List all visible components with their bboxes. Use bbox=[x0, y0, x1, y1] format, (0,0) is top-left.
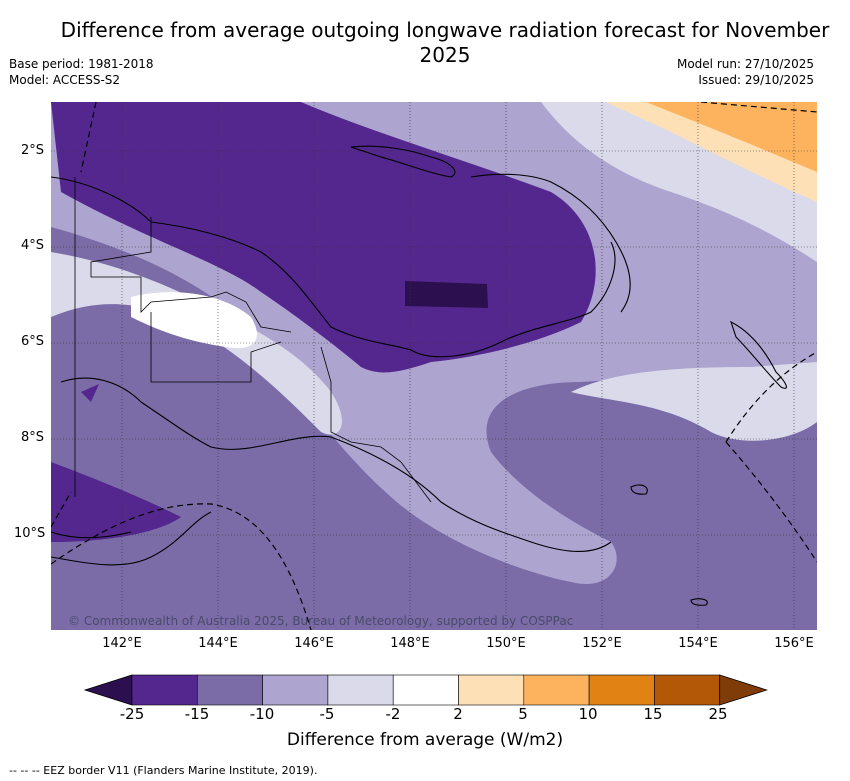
lon-label-148e: 148°E bbox=[390, 636, 430, 651]
lat-label-4s: 4°S bbox=[20, 238, 44, 253]
cbar-tick-8: 15 bbox=[643, 705, 663, 723]
band-orange bbox=[646, 102, 817, 172]
band-dark-purple-spot bbox=[81, 384, 99, 402]
lat-label-2s: 2°S bbox=[20, 143, 44, 158]
province-borders bbox=[74, 177, 432, 503]
lon-label-146e: 146°E bbox=[294, 636, 334, 651]
model-name: Model: ACCESS-S2 bbox=[9, 73, 121, 87]
lon-label-150e: 150°E bbox=[486, 636, 526, 651]
eez-footnote: -- -- -- EEZ border V11 (Flanders Marine… bbox=[9, 764, 318, 777]
lat-label-10s: 10°S bbox=[14, 526, 46, 541]
cbar-tick-7: 10 bbox=[578, 705, 598, 723]
lon-label-152e: 152°E bbox=[582, 636, 622, 651]
band-darkest-patch bbox=[405, 281, 488, 308]
cbar-tick-2: -10 bbox=[249, 705, 275, 723]
band-pale-west bbox=[51, 252, 342, 435]
cbar-tick-6: 5 bbox=[518, 705, 528, 723]
map-title: Difference from average outgoing longwav… bbox=[60, 18, 830, 67]
cbar-tick-3: -5 bbox=[319, 705, 335, 723]
model-run: Model run: 27/10/2025 bbox=[676, 57, 814, 71]
band-pale-east bbox=[571, 362, 817, 441]
cbar-tick-1: -15 bbox=[184, 705, 210, 723]
cbar-segment-3 bbox=[262, 674, 329, 706]
cbar-segment-8 bbox=[588, 674, 655, 706]
meta-left: Base period: 1981-2018 Model: ACCESS-S2 bbox=[9, 56, 154, 88]
meta-right: Model run: 27/10/2025 Issued: 29/10/2025 bbox=[677, 56, 814, 88]
cbar-segment-6 bbox=[458, 674, 525, 706]
band-dark-purple-southwest bbox=[51, 462, 181, 542]
copyright-notice: © Commonwealth of Australia 2025, Bureau… bbox=[68, 614, 574, 628]
lat-label-8s: 8°S bbox=[20, 430, 44, 445]
colorbar bbox=[83, 674, 769, 706]
band-white-west bbox=[131, 292, 257, 349]
cbar-segment-5 bbox=[392, 674, 459, 706]
map-svg bbox=[51, 102, 817, 630]
cbar-tick-5: 2 bbox=[453, 705, 463, 723]
cbar-tick-0: -25 bbox=[119, 705, 145, 723]
lon-label-154e: 154°E bbox=[678, 636, 718, 651]
cbar-tick-9: 25 bbox=[708, 705, 728, 723]
cbar-segment-7 bbox=[523, 674, 590, 706]
cbar-tick-4: -2 bbox=[385, 705, 401, 723]
lon-label-156e: 156°E bbox=[774, 636, 814, 651]
coastlines bbox=[51, 145, 787, 606]
cbar-extend-low bbox=[83, 674, 133, 706]
lon-label-142e: 142°E bbox=[102, 636, 142, 651]
cbar-segment-9 bbox=[654, 674, 721, 706]
cbar-segment-2 bbox=[197, 674, 263, 706]
colorbar-title: Difference from average (W/m2) bbox=[286, 730, 564, 750]
map-area bbox=[51, 102, 817, 630]
base-period: Base period: 1981-2018 bbox=[9, 57, 154, 71]
eez-borders bbox=[51, 102, 817, 630]
cbar-extend-high bbox=[719, 674, 769, 706]
lat-label-6s: 6°S bbox=[20, 334, 44, 349]
lon-label-144e: 144°E bbox=[198, 636, 238, 651]
issued-date: Issued: 29/10/2025 bbox=[698, 73, 814, 87]
cbar-segment-4 bbox=[327, 674, 394, 706]
cbar-segment-1 bbox=[131, 674, 198, 706]
